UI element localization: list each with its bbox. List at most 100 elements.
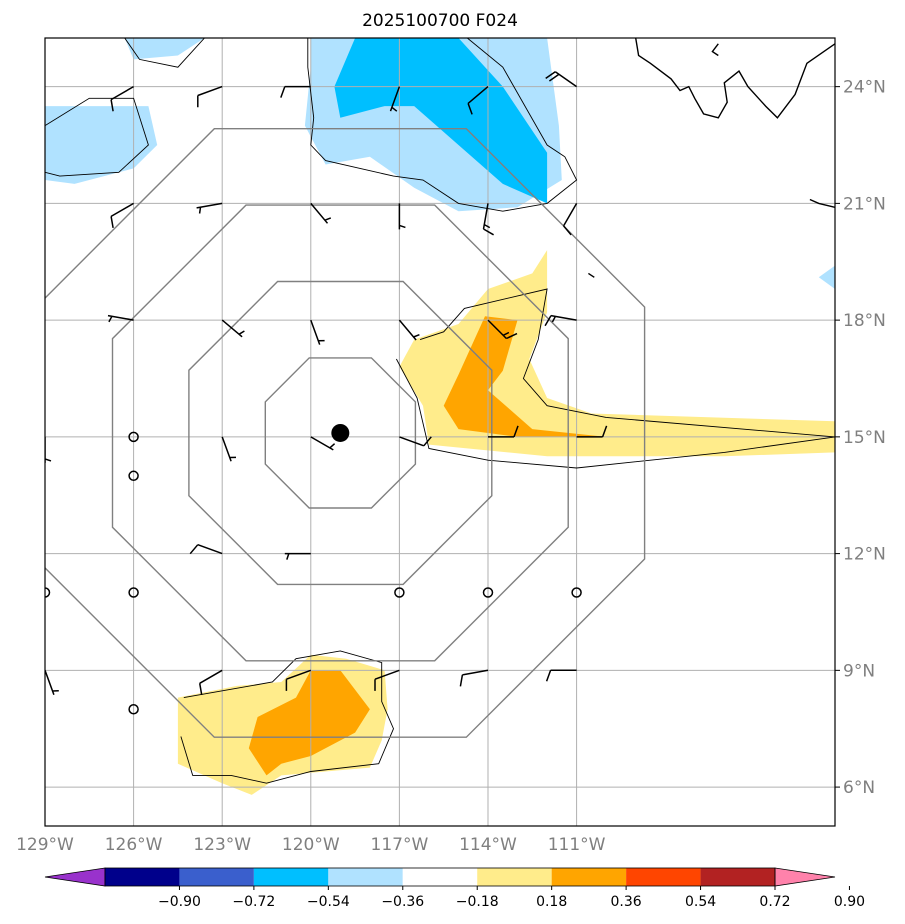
- contour-line: [396, 358, 835, 469]
- wind-barb: [459, 669, 489, 687]
- lon-tick-label: 120°W: [282, 835, 340, 855]
- wind-barb: [389, 86, 401, 112]
- calm-wind-marker: [45, 587, 51, 598]
- wind-barb: [310, 319, 325, 345]
- chart-title: 2025100700 F024: [362, 11, 518, 31]
- wind-barb: [189, 543, 223, 555]
- colorbar-box: [700, 868, 775, 886]
- wind-barb: [196, 202, 223, 214]
- colorbar-outline: [104, 867, 776, 887]
- colorbar: −0.90 −0.72 −0.54 −0.36 −0.18 0.18 0.36 0.54 0.7…: [44, 867, 865, 910]
- colorbar-box: [626, 868, 701, 886]
- colorbar-box: [402, 868, 478, 886]
- colorbar-tick-label: −0.18: [456, 894, 499, 910]
- colorbar-tick-label: 0.72: [759, 894, 790, 910]
- coastline-segment: [809, 198, 835, 208]
- calm-wind-marker: [482, 587, 494, 598]
- contour-line: [180, 650, 394, 784]
- calm-wind-marker: [394, 587, 405, 598]
- lat-tick-label: 18°N: [843, 311, 886, 331]
- colorbar-box: [328, 868, 403, 886]
- wind-barb: [110, 85, 134, 112]
- wind-barb: [467, 86, 489, 115]
- map-frame: [44, 37, 836, 827]
- colorbar-box: [179, 868, 254, 886]
- lat-tick-label: 6°N: [843, 778, 875, 798]
- lon-tick-label: 123°W: [193, 835, 251, 855]
- colorbar-box: [105, 868, 180, 886]
- wind-barb: [110, 202, 134, 229]
- wind-barb: [374, 669, 400, 691]
- lon-tick-label: 126°W: [105, 835, 163, 855]
- colorbar-extend-low: [44, 867, 106, 887]
- wind-barb: [576, 425, 608, 438]
- lon-tick-label: 117°W: [371, 835, 429, 855]
- contour-line: [467, 38, 566, 158]
- axis-ticks: 129°W 126°W 123°W 120°W 117°W 114°W 111°W 6°N 9°…: [16, 78, 886, 855]
- wind-barb: [198, 669, 223, 696]
- calm-wind-marker: [128, 587, 139, 598]
- wind-barb: [45, 436, 52, 463]
- wind-barb: [310, 202, 332, 224]
- shaded-region: [45, 106, 158, 184]
- coastline: [588, 38, 835, 278]
- wind-barb: [545, 71, 578, 88]
- range-ring: [111, 204, 569, 662]
- range-ring: [188, 280, 493, 586]
- lat-tick-label: 9°N: [843, 661, 875, 681]
- lat-tick-label: 24°N: [843, 78, 886, 98]
- calm-wind-marker: [128, 704, 139, 715]
- colorbar-tick-label: −0.90: [158, 894, 201, 910]
- wind-barb: [45, 203, 46, 205]
- shaded-region: [399, 250, 835, 457]
- wind-barb: [285, 669, 312, 691]
- contour-line: [307, 38, 578, 212]
- wind-barb: [221, 319, 245, 338]
- wind-barb: [45, 320, 46, 321]
- storm-center: [331, 423, 350, 442]
- wind-barb: [487, 319, 518, 340]
- wind-barb: [399, 436, 432, 447]
- contour-line: [45, 97, 149, 177]
- colorbar-tick-label: −0.54: [307, 894, 350, 910]
- colorbar-extend-high: [774, 867, 836, 887]
- wind-barb: [398, 319, 420, 341]
- lon-tick-label: 114°W: [459, 835, 517, 855]
- shaded-region: [818, 265, 835, 289]
- lon-tick-label: 129°W: [16, 835, 74, 855]
- colorbar-tick-label: 0.36: [611, 894, 642, 910]
- wind-barbs: [45, 71, 608, 715]
- contour-line: [124, 38, 205, 68]
- range-ring: [45, 127, 646, 738]
- lat-tick-label: 15°N: [843, 428, 886, 448]
- wind-barb: [398, 203, 406, 230]
- wind-barb: [45, 86, 46, 88]
- wind-barb: [221, 436, 237, 462]
- colorbar-box: [551, 868, 627, 886]
- lat-tick-label: 21°N: [843, 194, 886, 214]
- wind-barb: [544, 314, 577, 327]
- range-rings: [45, 127, 646, 738]
- coastline-segment: [711, 43, 719, 57]
- calm-wind-marker: [128, 431, 139, 443]
- wind-barb: [482, 203, 494, 236]
- lat-tick-label: 12°N: [843, 545, 886, 565]
- colorbar-tick-label: −0.72: [232, 894, 275, 910]
- shaded-region: [443, 316, 607, 437]
- wind-barb: [488, 425, 519, 438]
- shaded-region: [248, 670, 370, 776]
- wind-barb: [284, 552, 311, 560]
- shaded-region: [334, 38, 548, 204]
- calm-wind-marker: [128, 470, 139, 482]
- range-ring: [264, 357, 417, 509]
- calm-wind-marker: [571, 587, 582, 598]
- shaded-regions: [45, 38, 835, 795]
- colorbar-box: [253, 868, 329, 886]
- wind-barb: [562, 203, 578, 236]
- colorbar-tick-label: 0.90: [834, 894, 865, 910]
- wind-barb: [45, 670, 59, 696]
- contour-lines: [45, 38, 835, 784]
- coastline-segment: [635, 38, 835, 119]
- contour-line: [419, 288, 835, 438]
